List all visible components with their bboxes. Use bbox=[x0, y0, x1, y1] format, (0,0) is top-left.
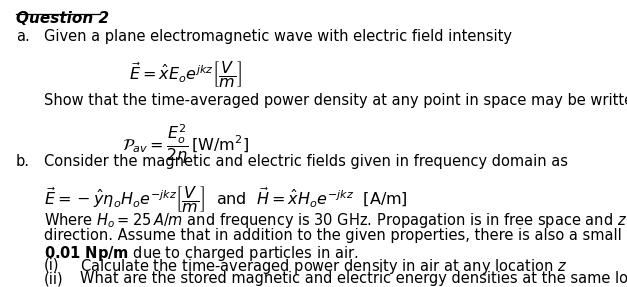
Text: $\vec{E} = -\hat{y}\eta_o H_o e^{-jkz}\left[\dfrac{V}{m}\right]$  and  $\vec{H} : $\vec{E} = -\hat{y}\eta_o H_o e^{-jkz}\l… bbox=[44, 183, 408, 214]
Text: direction. Assume that in addition to the given properties, there is also a smal: direction. Assume that in addition to th… bbox=[44, 228, 627, 243]
Text: $\vec{E} = \hat{x}E_o e^{jkz}\left[\dfrac{V}{m}\right]$: $\vec{E} = \hat{x}E_o e^{jkz}\left[\dfra… bbox=[129, 59, 242, 89]
Text: Given a plane electromagnetic wave with electric field intensity: Given a plane electromagnetic wave with … bbox=[44, 29, 512, 44]
Text: Consider the magnetic and electric fields given in frequency domain as: Consider the magnetic and electric field… bbox=[44, 154, 567, 169]
Text: (i): (i) bbox=[44, 257, 59, 272]
Text: (ii): (ii) bbox=[44, 271, 63, 286]
Text: Question 2: Question 2 bbox=[16, 11, 109, 26]
Text: b.: b. bbox=[16, 154, 30, 169]
Text: $\mathcal{P}_{av} = \dfrac{E_o^2}{2\eta}\,[\mathrm{W/m^2}]$: $\mathcal{P}_{av} = \dfrac{E_o^2}{2\eta}… bbox=[122, 122, 249, 166]
Text: a.: a. bbox=[16, 29, 30, 44]
Text: Show that the time-averaged power density at any point in space may be written a: Show that the time-averaged power densit… bbox=[44, 93, 627, 108]
Text: Calculate the time-averaged power density in air at any location $z$: Calculate the time-averaged power densit… bbox=[80, 257, 567, 276]
Text: Where $H_o = 25\,A/m$ and frequency is 30 GHz. Propagation is in free space and : Where $H_o = 25\,A/m$ and frequency is 3… bbox=[44, 212, 627, 230]
Text: What are the stored magnetic and electric energy densities at the same location?: What are the stored magnetic and electri… bbox=[80, 271, 627, 286]
Text: $\mathbf{0.01\ Np/m}$ due to charged particles in air.: $\mathbf{0.01\ Np/m}$ due to charged par… bbox=[44, 245, 358, 263]
